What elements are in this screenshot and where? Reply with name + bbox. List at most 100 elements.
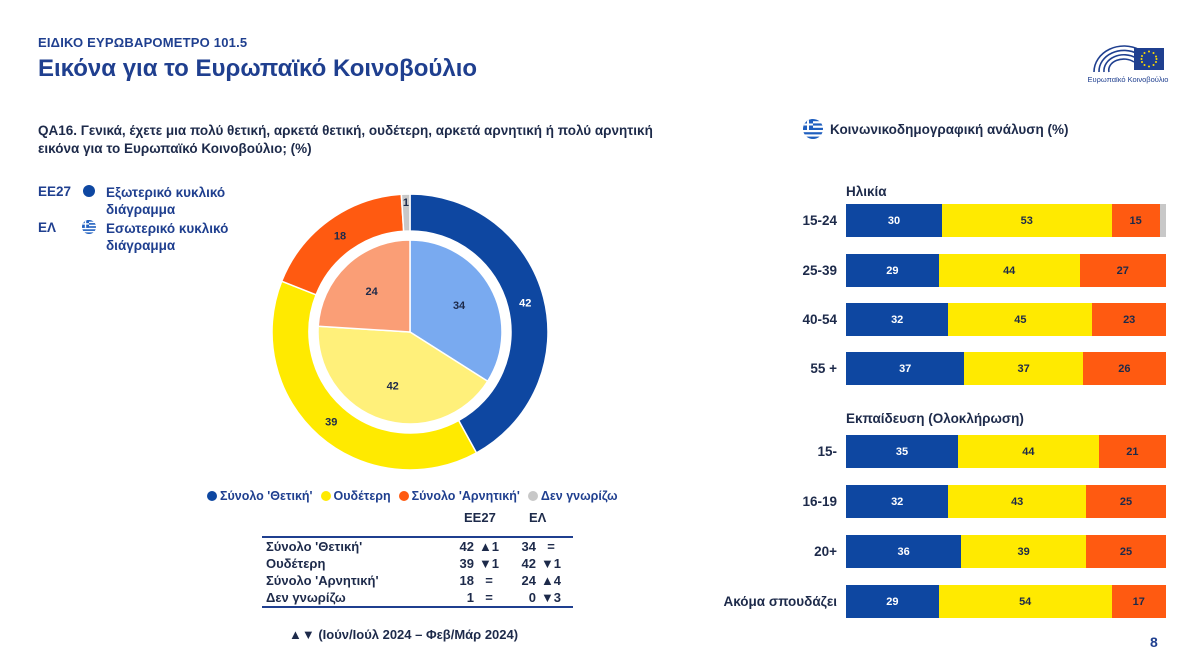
bar-segment: 32	[846, 485, 949, 518]
table-row: Σύνολο 'Αρνητική' 18 = 24 ▲4	[262, 572, 573, 589]
eu-value: 1	[466, 590, 474, 605]
outer-slice-dontknow	[400, 193, 411, 232]
outer-label-negative: 18	[334, 231, 346, 243]
table-row: Σύνολο 'Θετική' 42 ▲1 34 =	[262, 538, 573, 555]
legend-negative-label: Σύνολο 'Αρνητική'	[411, 489, 520, 503]
outer-ring-code: ΕΕ27	[38, 184, 72, 199]
greek-flag-icon	[803, 119, 823, 139]
gr-value: 42	[521, 556, 536, 571]
gr-value: 34	[521, 539, 536, 554]
survey-kicker: ΕΙΔΙΚΟ ΕΥΡΩΒΑΡΟΜΕΤΡΟ 101.5	[38, 35, 248, 50]
bar-segment	[1159, 204, 1166, 237]
legend-neutral-dot	[320, 491, 331, 501]
bar-segment: 37	[964, 352, 1083, 385]
eu-parliament-logo-icon	[1093, 45, 1164, 73]
stacked-bar: 36 39 25	[846, 535, 1166, 568]
outer-ring-line-1: Εξωτερικό κυκλικό	[106, 185, 226, 200]
greek-flag-icon	[82, 220, 96, 234]
bar-segment: 39	[961, 535, 1086, 568]
inner-slice-negative	[317, 239, 411, 333]
gr-value: 24	[521, 573, 536, 588]
table-header-eu: ΕΕ27	[464, 510, 496, 525]
outer-slice-neutral	[271, 280, 478, 471]
comparison-table: Σύνολο 'Θετική' 42 ▲1 34 = Ουδέτερη 39 ▼…	[262, 536, 573, 608]
bar-segment: 26	[1082, 352, 1166, 385]
bar-segment: 54	[938, 585, 1112, 618]
eu-trend: ▼1	[478, 556, 500, 571]
legend-dontknow: Δεν γνωρίζω	[527, 489, 618, 503]
legend-dontknow-label: Δεν γνωρίζω	[540, 489, 618, 503]
inner-slice-neutral	[317, 325, 489, 425]
inner-label-neutral: 42	[387, 380, 399, 392]
inner-label-positive: 34	[453, 300, 466, 312]
eu-value: 39	[459, 556, 474, 571]
trend-footnote: ▲▼ (Ιούν/Ιούλ 2024 – Φεβ/Μάρ 2024)	[289, 627, 519, 642]
section-title-education: Εκπαίδευση (Ολοκλήρωση)	[846, 411, 1024, 426]
bar-segment: 25	[1085, 485, 1166, 518]
bar-segment: 29	[846, 254, 939, 287]
bar-segment: 45	[948, 303, 1093, 336]
inner-ring-line-2: διάγραμμα	[106, 238, 176, 253]
stacked-bar: 35 44 21	[846, 435, 1166, 468]
gr-trend: ▼1	[540, 556, 562, 571]
stacked-bar: 32 43 25	[846, 485, 1166, 518]
row-label: Σύνολο 'Αρνητική'	[266, 573, 379, 588]
chart-legend: Σύνολο 'Θετική' Ουδέτερη Σύνολο 'Αρνητικ…	[207, 489, 618, 503]
bar-row-label: 20+	[814, 544, 837, 559]
outer-ring-label: Εξωτερικό κυκλικό διάγραμμα	[106, 184, 225, 218]
row-label: Σύνολο 'Θετική'	[266, 539, 363, 554]
question-line-1: QA16. Γενικά, έχετε μια πολύ θετική, αρκ…	[38, 123, 653, 138]
bar-row-label: 15-	[817, 444, 837, 459]
bar-row-label: Ακόμα σπουδάζει	[723, 594, 837, 609]
bar-segment: 44	[938, 254, 1080, 287]
bar-segment: 43	[948, 485, 1086, 518]
row-label: Δεν γνωρίζω	[266, 590, 346, 605]
legend-dontknow-dot	[527, 491, 538, 501]
bar-row-label: 15-24	[802, 213, 837, 228]
bar-segment: 30	[846, 204, 942, 237]
bar-row-label: 16-19	[802, 494, 837, 509]
bar-segment: 36	[846, 535, 962, 568]
bar-segment: 25	[1085, 535, 1166, 568]
logo-text: Ευρωπαϊκό Κοινοβούλιο	[1087, 75, 1169, 84]
eu-value: 18	[459, 573, 474, 588]
outer-ring-line-2: διάγραμμα	[106, 202, 176, 217]
legend-negative: Σύνολο 'Αρνητική'	[398, 489, 520, 503]
bar-segment: 29	[846, 585, 939, 618]
outer-label-positive: 42	[519, 297, 531, 309]
row-label: Ουδέτερη	[266, 556, 326, 571]
question-line-2: εικόνα για το Ευρωπαϊκό Κοινοβούλιο; (%)	[38, 141, 312, 156]
legend-neutral-label: Ουδέτερη	[333, 489, 391, 503]
bar-segment: 15	[1111, 204, 1160, 237]
bar-segment: 37	[846, 352, 965, 385]
table-header-gr: ΕΛ	[529, 510, 547, 525]
eu-trend: ▲1	[478, 539, 500, 554]
inner-ring-label: Εσωτερικό κυκλικό διάγραμμα	[106, 220, 228, 254]
bar-row-label: 25-39	[802, 263, 837, 278]
bar-segment: 32	[846, 303, 949, 336]
stacked-bar: 29 54 17	[846, 585, 1166, 618]
question-text: QA16. Γενικά, έχετε μια πολύ θετική, αρκ…	[38, 122, 738, 158]
legend-positive-label: Σύνολο 'Θετική'	[220, 489, 313, 503]
bar-segment: 17	[1111, 585, 1166, 618]
bar-segment: 44	[958, 435, 1099, 468]
bar-segment: 27	[1079, 254, 1166, 287]
eu-trend: =	[485, 573, 493, 588]
bar-segment: 23	[1092, 303, 1166, 336]
stacked-bar: 37 37 26	[846, 352, 1166, 385]
inner-ring-line-1: Εσωτερικό κυκλικό	[106, 221, 229, 236]
eu-value: 42	[459, 539, 474, 554]
gr-value: 0	[528, 590, 536, 605]
socio-title: Κοινωνικοδημογραφική ανάλυση (%)	[830, 122, 1069, 137]
legend-neutral: Ουδέτερη	[320, 489, 391, 503]
section-title-age: Ηλικία	[846, 184, 887, 199]
gr-trend: =	[547, 539, 555, 554]
inner-label-negative: 24	[366, 286, 379, 298]
table-row: Δεν γνωρίζω 1 = 0 ▼3	[262, 589, 573, 606]
bar-row-label: 55 +	[810, 361, 837, 376]
outer-slice-positive	[409, 193, 549, 454]
stacked-bar: 29 44 27	[846, 254, 1166, 287]
outer-label-dontknow: 1	[403, 197, 409, 209]
gr-trend: ▲4	[540, 573, 562, 588]
gr-trend: ▼3	[540, 590, 562, 605]
